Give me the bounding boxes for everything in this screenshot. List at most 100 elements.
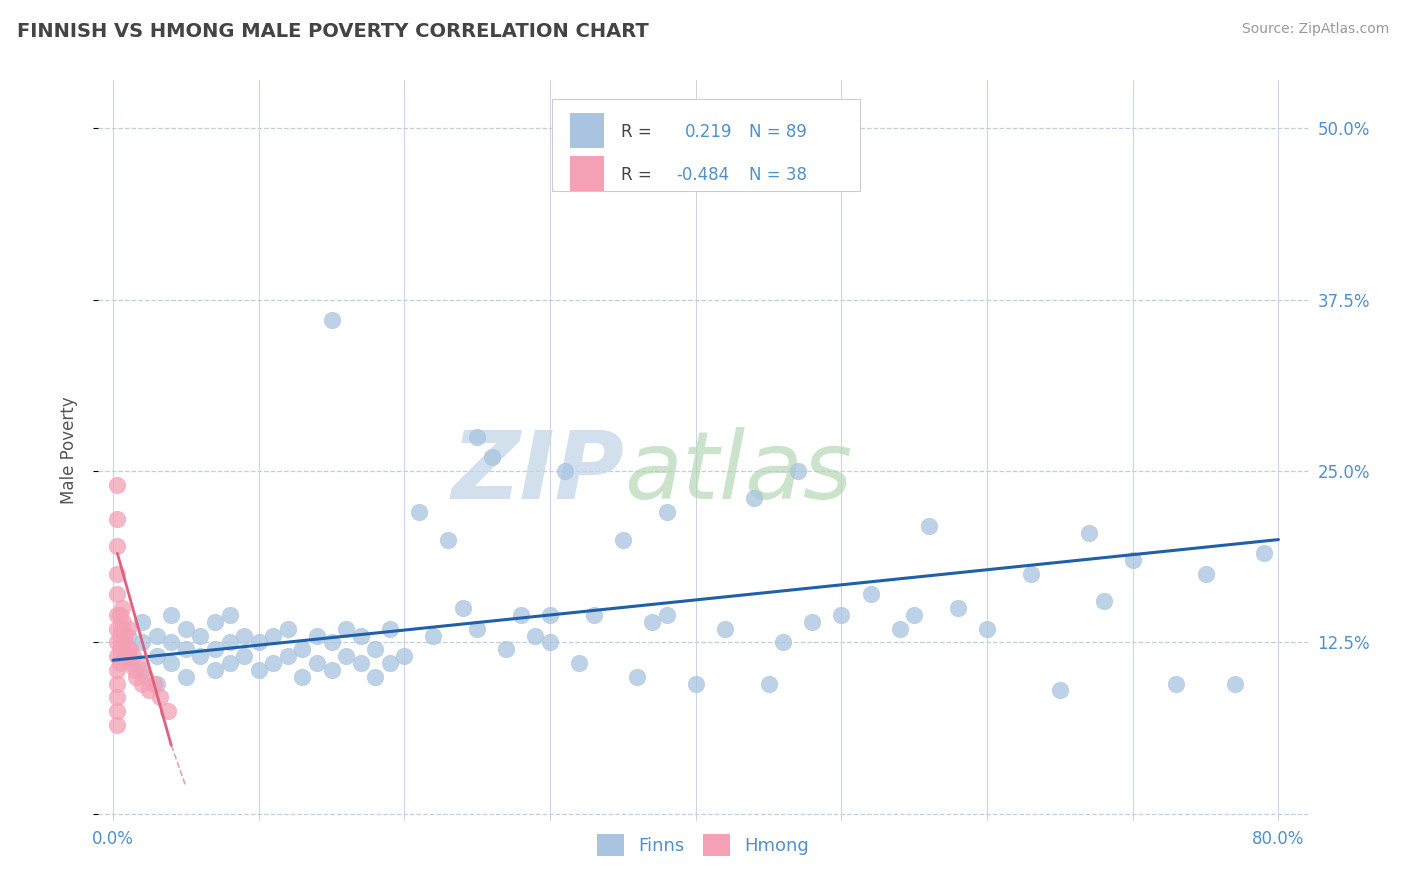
- Text: 0.219: 0.219: [685, 123, 733, 141]
- Point: [742, 491, 765, 506]
- Point: [714, 622, 737, 636]
- Point: [321, 635, 343, 649]
- Point: [218, 607, 240, 622]
- Point: [114, 649, 136, 664]
- Point: [110, 607, 132, 622]
- Point: [142, 676, 165, 690]
- Point: [174, 670, 197, 684]
- Point: [422, 629, 444, 643]
- Point: [105, 566, 128, 581]
- Point: [218, 635, 240, 649]
- Point: [364, 670, 387, 684]
- Point: [174, 642, 197, 657]
- Point: [204, 615, 226, 629]
- Point: [335, 649, 357, 664]
- Point: [262, 656, 284, 670]
- Point: [1166, 676, 1188, 690]
- Point: [110, 629, 132, 643]
- Point: [120, 642, 142, 657]
- Point: [830, 607, 852, 622]
- Point: [117, 649, 139, 664]
- Point: [105, 717, 128, 731]
- Point: [918, 519, 941, 533]
- Point: [524, 629, 547, 643]
- Point: [174, 622, 197, 636]
- Point: [321, 663, 343, 677]
- Point: [105, 663, 128, 677]
- Point: [145, 629, 167, 643]
- Y-axis label: Male Poverty: Male Poverty: [59, 397, 77, 504]
- Text: N = 38: N = 38: [749, 166, 807, 184]
- Point: [277, 649, 299, 664]
- Point: [655, 607, 678, 622]
- Point: [481, 450, 503, 465]
- Point: [946, 601, 969, 615]
- Point: [111, 622, 134, 636]
- Point: [105, 607, 128, 622]
- Point: [218, 656, 240, 670]
- Point: [976, 622, 998, 636]
- Point: [134, 670, 156, 684]
- Point: [394, 649, 416, 664]
- Point: [247, 635, 270, 649]
- Point: [451, 601, 474, 615]
- Point: [1092, 594, 1115, 608]
- Point: [112, 635, 135, 649]
- Legend: Finns, Hmong: Finns, Hmong: [589, 827, 817, 863]
- Text: R =: R =: [621, 166, 651, 184]
- Point: [889, 622, 911, 636]
- Point: [190, 649, 212, 664]
- Point: [1078, 525, 1101, 540]
- Point: [1253, 546, 1275, 560]
- Point: [124, 663, 146, 677]
- Point: [626, 670, 648, 684]
- Point: [685, 676, 707, 690]
- Point: [321, 313, 343, 327]
- Point: [786, 464, 808, 478]
- Point: [110, 642, 132, 657]
- Point: [105, 649, 128, 664]
- Point: [262, 629, 284, 643]
- Point: [772, 635, 794, 649]
- Point: [305, 656, 328, 670]
- Point: [465, 622, 488, 636]
- Point: [105, 635, 128, 649]
- Point: [1223, 676, 1246, 690]
- Point: [204, 642, 226, 657]
- Point: [131, 615, 153, 629]
- Point: [277, 622, 299, 636]
- Point: [117, 629, 139, 643]
- Text: -0.484: -0.484: [676, 166, 730, 184]
- Text: Source: ZipAtlas.com: Source: ZipAtlas.com: [1241, 22, 1389, 37]
- Bar: [569, 112, 603, 148]
- Point: [859, 587, 882, 601]
- Point: [122, 649, 145, 664]
- Point: [1122, 553, 1144, 567]
- Point: [582, 607, 605, 622]
- Point: [160, 607, 183, 622]
- Point: [105, 676, 128, 690]
- Text: N = 89: N = 89: [749, 123, 807, 141]
- Point: [105, 704, 128, 718]
- Point: [117, 642, 139, 657]
- Point: [291, 642, 314, 657]
- Point: [641, 615, 664, 629]
- Point: [110, 656, 132, 670]
- Point: [114, 629, 136, 643]
- Point: [378, 656, 401, 670]
- Point: [1049, 683, 1071, 698]
- Point: [233, 629, 256, 643]
- Text: FINNISH VS HMONG MALE POVERTY CORRELATION CHART: FINNISH VS HMONG MALE POVERTY CORRELATIO…: [17, 22, 648, 41]
- Point: [291, 670, 314, 684]
- Point: [1194, 566, 1216, 581]
- Point: [145, 649, 167, 664]
- Point: [350, 656, 373, 670]
- Bar: [569, 155, 603, 191]
- Point: [378, 622, 401, 636]
- Point: [125, 670, 148, 684]
- Point: [112, 615, 135, 629]
- Point: [160, 635, 183, 649]
- Text: ZIP: ZIP: [451, 426, 624, 518]
- Point: [128, 656, 150, 670]
- FancyBboxPatch shape: [551, 99, 860, 191]
